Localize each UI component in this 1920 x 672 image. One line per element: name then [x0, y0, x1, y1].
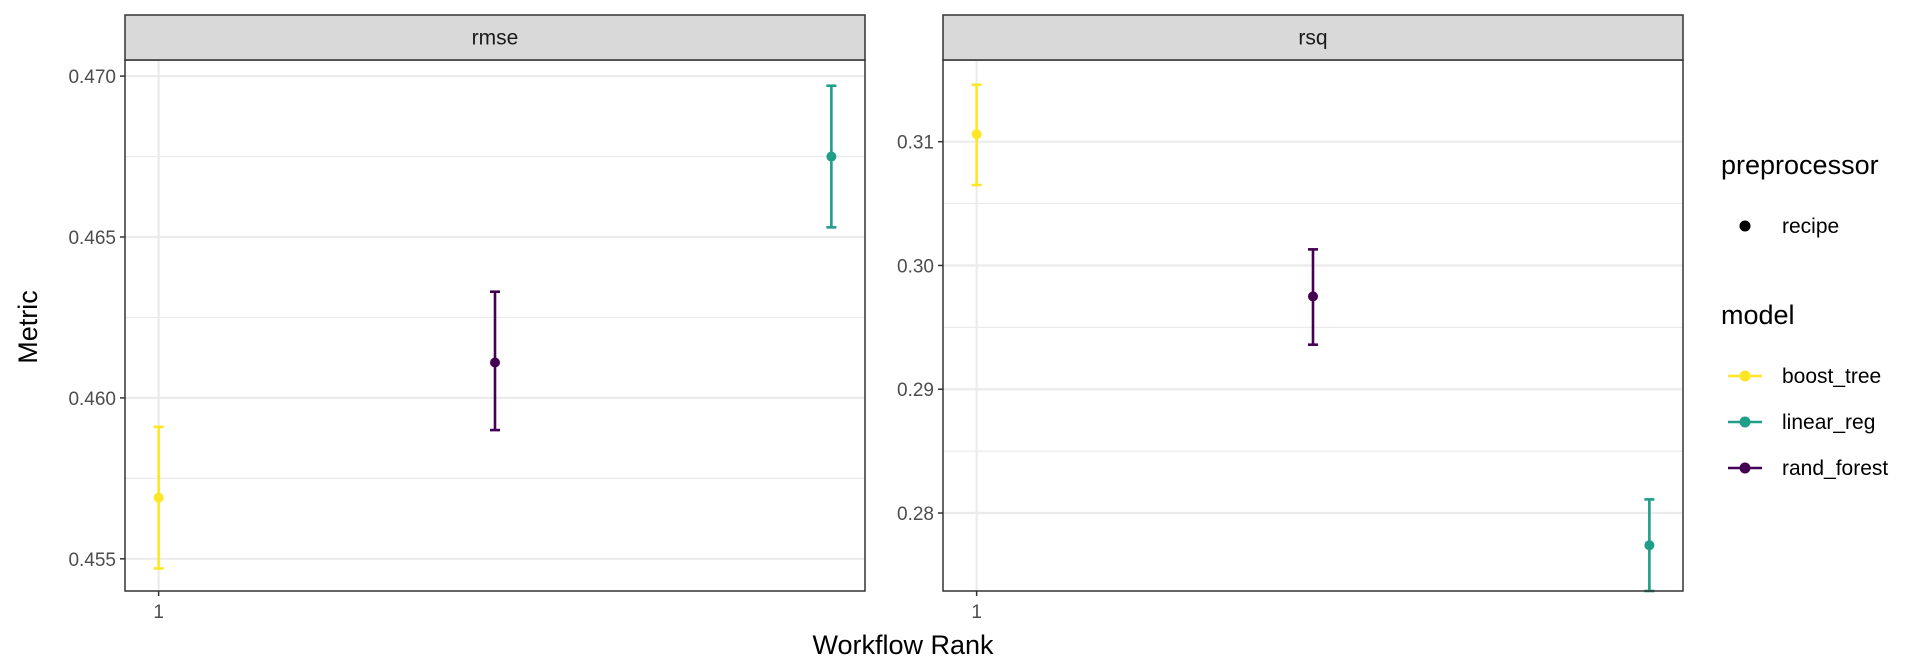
- y-tick-label: 0.465: [68, 228, 116, 249]
- panel-rsq: 0.28 0.29 0.30 0.31 1 rsq: [897, 14, 1684, 623]
- y-axis-title: Metric: [13, 290, 43, 364]
- legend: preprocessor recipe model boost_tree linear_…: [1721, 150, 1888, 480]
- legend-entry-recipe: recipe: [1739, 215, 1839, 238]
- data-point-rand_forest: [1308, 248, 1318, 346]
- strip-background: [124, 14, 866, 61]
- y-tick-label: 0.31: [897, 133, 934, 154]
- point-marker: [971, 129, 982, 140]
- y-tick-label: 0.28: [897, 504, 934, 525]
- strip-label: rsq: [1298, 27, 1327, 50]
- x-tick-label: 1: [153, 602, 164, 623]
- data-point-linear_reg: [826, 84, 837, 229]
- y-tick-label: 0.29: [897, 380, 934, 401]
- legend-key-point: [1739, 462, 1751, 474]
- panel-rmse: 0.455 0.460 0.465 0.470 1 rmse: [68, 14, 866, 623]
- strip-background: [942, 14, 1684, 61]
- legend-key-point: [1739, 416, 1751, 428]
- legend-label: linear_reg: [1782, 411, 1875, 434]
- panels: 0.455 0.460 0.465 0.470 1 rmse 0.28 0.29 0.30 0.3…: [68, 14, 1684, 623]
- data-point-boost_tree: [153, 425, 164, 570]
- legend-title: model: [1721, 300, 1795, 330]
- legend-group-model: model boost_tree linear_reg rand_forest: [1721, 300, 1888, 480]
- data-point-rand_forest: [490, 290, 500, 432]
- data-point-boost_tree: [971, 83, 982, 187]
- legend-group-preprocessor: preprocessor recipe: [1721, 150, 1879, 238]
- legend-label: boost_tree: [1782, 365, 1881, 388]
- y-tick-label: 0.455: [68, 550, 116, 571]
- legend-entry-rand_forest: rand_forest: [1728, 457, 1888, 480]
- legend-title: preprocessor: [1721, 150, 1879, 180]
- legend-key-point: [1739, 220, 1751, 232]
- point-marker: [153, 492, 164, 503]
- legend-entry-boost_tree: boost_tree: [1728, 365, 1881, 388]
- x-tick-label: 1: [971, 602, 982, 623]
- x-axis-title: Workflow Rank: [812, 630, 994, 660]
- y-tick-label: 0.30: [897, 256, 934, 277]
- legend-label: recipe: [1782, 215, 1839, 238]
- legend-entry-linear_reg: linear_reg: [1728, 411, 1875, 434]
- point-marker: [1644, 540, 1655, 551]
- legend-key-point: [1739, 370, 1751, 382]
- point-marker: [1308, 291, 1318, 302]
- y-tick-label: 0.460: [68, 389, 116, 410]
- point-marker: [490, 357, 500, 368]
- point-marker: [826, 151, 837, 162]
- legend-label: rand_forest: [1782, 457, 1888, 480]
- y-tick-label: 0.470: [68, 67, 116, 88]
- strip-label: rmse: [472, 27, 519, 50]
